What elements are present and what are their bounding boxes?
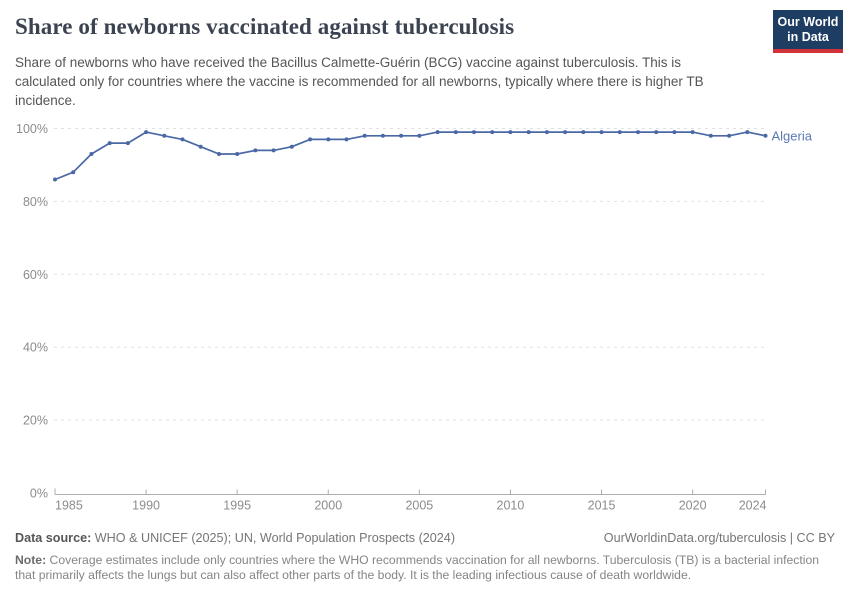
series-point[interactable]: [308, 137, 313, 142]
series-point[interactable]: [563, 130, 568, 135]
x-tick-label: 2015: [588, 499, 616, 513]
x-tick-label: 1985: [55, 499, 83, 513]
series-point[interactable]: [217, 152, 221, 156]
series-point[interactable]: [453, 130, 458, 135]
series-point[interactable]: [435, 130, 440, 135]
series-point[interactable]: [326, 137, 331, 142]
series-point[interactable]: [763, 133, 768, 138]
series-point[interactable]: [162, 133, 167, 138]
series-point[interactable]: [399, 133, 404, 138]
y-tick-label: 60%: [23, 268, 48, 282]
y-tick-label: 20%: [23, 414, 48, 428]
series-point[interactable]: [380, 133, 385, 138]
x-tick-label: 2000: [314, 499, 342, 513]
series-point[interactable]: [289, 144, 294, 149]
series-point[interactable]: [745, 130, 750, 135]
series-point[interactable]: [180, 137, 185, 142]
page-title: Share of newborns vaccinated against tub…: [15, 14, 515, 39]
series-point[interactable]: [125, 141, 130, 146]
y-tick-label: 0%: [30, 487, 48, 501]
x-axis: 1985 1990 1995 2000 2005 2010 2015 2020 2024: [54, 488, 767, 513]
series-point[interactable]: [599, 130, 604, 135]
series-point[interactable]: [198, 144, 203, 149]
series-point[interactable]: [417, 133, 422, 138]
x-tick-label: 2020: [679, 499, 707, 513]
x-tick-label: 1995: [223, 499, 251, 513]
series-point[interactable]: [654, 130, 659, 135]
data-source-text: Data source: WHO & UNICEF (2025); UN, Wo…: [15, 531, 456, 545]
series-point[interactable]: [708, 133, 713, 138]
series-point[interactable]: [89, 152, 94, 156]
series-point[interactable]: [727, 133, 732, 138]
x-tick-label: 2010: [497, 499, 525, 513]
owid-logo-line2: in Data: [787, 30, 829, 44]
series-point[interactable]: [672, 130, 677, 135]
series-point[interactable]: [271, 148, 276, 153]
owid-logo-line1: Our World: [777, 15, 839, 29]
series-point[interactable]: [253, 148, 258, 153]
series-point[interactable]: [617, 130, 622, 135]
y-axis: 0% 20% 40% 60% 80% 100%: [16, 122, 766, 501]
y-tick-label: 100%: [16, 122, 48, 136]
series-point[interactable]: [53, 177, 57, 182]
series-point[interactable]: [526, 130, 531, 135]
y-tick-label: 40%: [23, 341, 48, 355]
x-tick-label: 2005: [405, 499, 433, 513]
series-point[interactable]: [144, 130, 149, 135]
series-point[interactable]: [544, 130, 549, 135]
data-source-label: Data source:: [15, 531, 92, 545]
x-tick-label: 1990: [132, 499, 160, 513]
series-point[interactable]: [690, 130, 695, 135]
series-point[interactable]: [472, 130, 476, 135]
series-point[interactable]: [235, 152, 240, 156]
y-tick-label: 80%: [23, 195, 48, 209]
series-end-label[interactable]: Algeria: [772, 128, 813, 143]
footer-citation-link[interactable]: OurWorldinData.org/tuberculosis | CC BY: [603, 531, 835, 545]
series-point[interactable]: [581, 130, 586, 135]
series-point[interactable]: [636, 130, 640, 135]
algeria-series[interactable]: Algeria: [53, 128, 813, 182]
series-point[interactable]: [490, 130, 495, 135]
owid-logo[interactable]: Our World in Data: [773, 10, 843, 53]
series-point[interactable]: [362, 133, 367, 138]
footer-note: Note: Coverage estimates include only co…: [15, 553, 820, 582]
series-point[interactable]: [344, 137, 349, 142]
x-tick-label: 2024: [739, 499, 767, 513]
chart-subtitle: Share of newborns who have received the …: [15, 55, 704, 108]
series-line[interactable]: [54, 131, 767, 181]
footer-source-row: Data source: WHO & UNICEF (2025); UN, Wo…: [15, 531, 835, 545]
series-point[interactable]: [71, 170, 76, 175]
series-point[interactable]: [508, 130, 513, 135]
footer-note-label: Note:: [15, 553, 47, 567]
series-point[interactable]: [107, 141, 112, 146]
